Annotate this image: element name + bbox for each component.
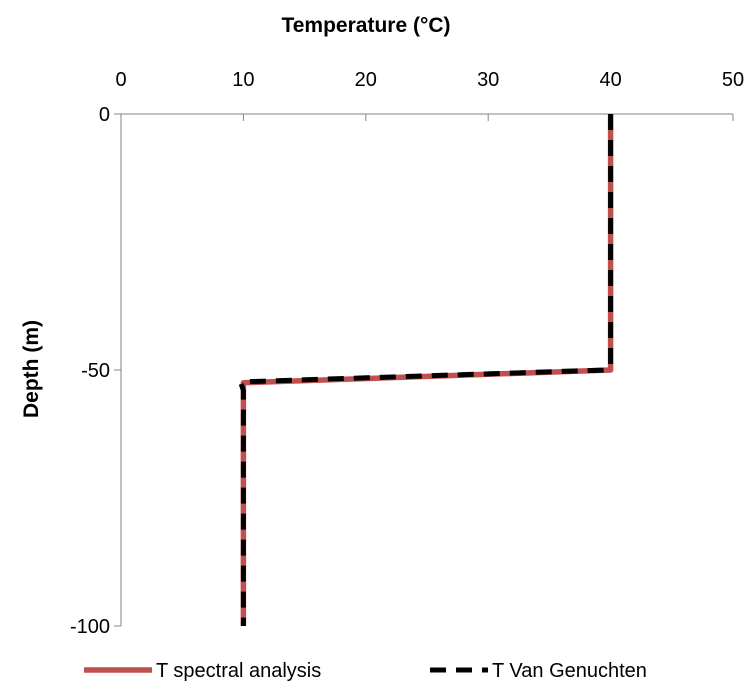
series-line-spectral-analysis [240, 114, 614, 626]
x-tick-label: 40 [599, 69, 621, 91]
legend: T spectral analysis T Van Genuchten [84, 660, 647, 682]
y-axis-title: Depth (m) [20, 320, 43, 418]
x-tick-label: 0 [115, 69, 126, 91]
legend-label: T spectral analysis [156, 660, 321, 682]
x-tick-label: 20 [355, 69, 377, 91]
x-tick-label: 50 [722, 69, 744, 91]
x-tick-label: 30 [477, 69, 499, 91]
series-line-van-genuchten [238, 114, 614, 626]
y-tick-label: -100 [70, 616, 110, 638]
y-tick-label: -50 [81, 360, 110, 382]
x-tick-label: 10 [232, 69, 254, 91]
x-axis-title: Temperature (°C) [281, 14, 450, 37]
legend-label: T Van Genuchten [492, 660, 647, 682]
y-tick-label: 0 [99, 104, 110, 126]
plot-area: 0 10 20 30 40 50 0 -50 -100 [70, 69, 744, 638]
